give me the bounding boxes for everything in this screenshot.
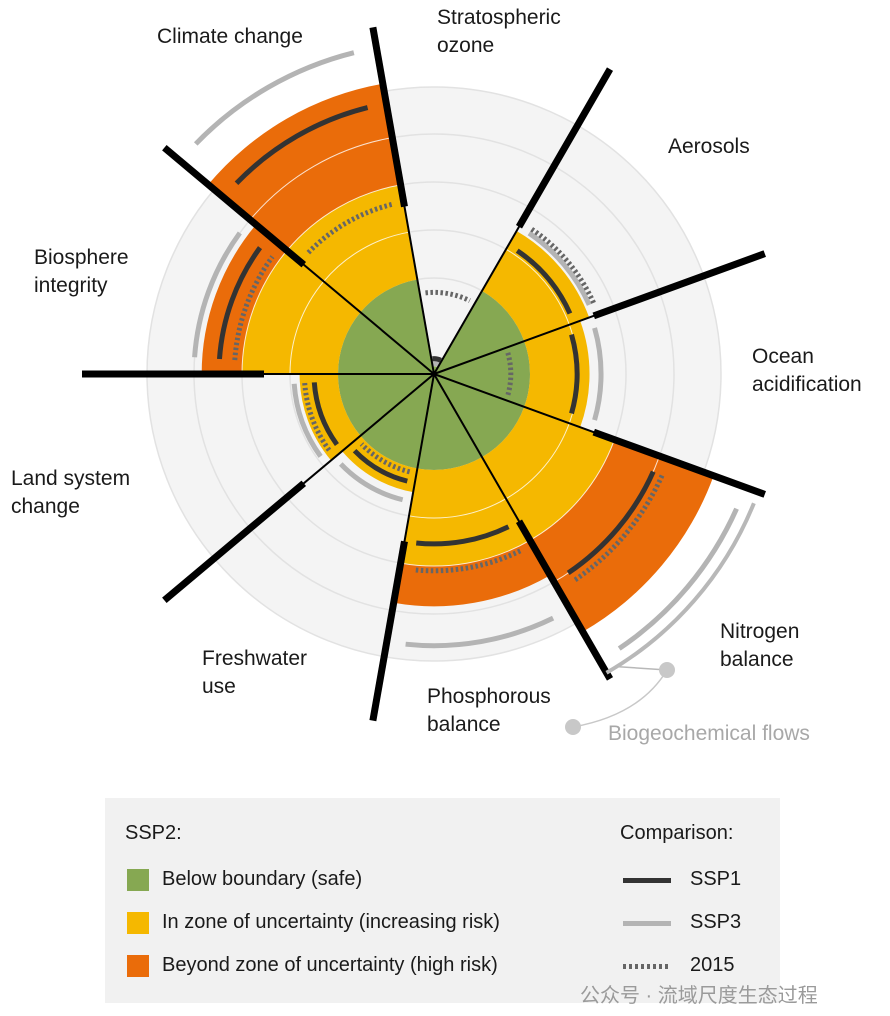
- wedge-safe-ocean-acidification: [434, 341, 531, 407]
- wedge-safe-freshwater-use: [360, 374, 434, 469]
- legend-line-2015: [623, 964, 671, 969]
- wedge-gridline: [323, 231, 410, 282]
- sector-divider: [369, 26, 408, 208]
- legend-line-ssp3: [623, 921, 671, 926]
- label-land-system-change: Land system change: [11, 467, 131, 518]
- wedge-gridline: [505, 423, 570, 500]
- ssp1-arc-climate-change: [234, 105, 369, 186]
- sector-divider-inner: [280, 373, 435, 504]
- sector-divider: [592, 250, 766, 320]
- legend-title: SSP2:: [125, 822, 182, 844]
- y2015-arc-stratospheric-ozone: [425, 289, 471, 303]
- ssp3-arc-freshwater-use: [338, 462, 404, 503]
- legend-item-high: Beyond zone of uncertainty (high risk): [162, 954, 498, 976]
- watermark: 公众号 · 流域尺度生态过程: [580, 985, 818, 1007]
- ssp1-arc-ocean-acidification: [569, 333, 580, 415]
- wedge-uncertain-aerosols: [482, 231, 590, 342]
- ssp3-arc-stratospheric-ozone: [432, 360, 440, 367]
- legend-ssp3: SSP3: [690, 911, 742, 933]
- legend-swatch-safe: [127, 869, 149, 891]
- legend-line-ssp1: [623, 878, 671, 883]
- comparison-title: Comparison:: [620, 822, 734, 844]
- label-freshwater-use: Freshwater use: [202, 647, 308, 698]
- label-phosphorous-balance: Phosphorous balance: [427, 685, 551, 736]
- wedge-safe-biosphere-integrity: [338, 312, 434, 374]
- y2015-arc-land-system-change: [302, 382, 332, 452]
- ssp3-arc-nitrogen-balance: [617, 507, 739, 651]
- wedge-gridline: [289, 281, 325, 375]
- wedge-safe-phosphorous-balance: [417, 374, 482, 470]
- ssp3-arc-climate-change: [193, 50, 355, 146]
- ssp3-arc-biosphere-integrity: [192, 231, 242, 358]
- sector-divider-inner: [433, 304, 623, 375]
- wedge-safe-aerosols: [434, 290, 525, 374]
- legend: SSP2: Below boundary (safe) In zone of u…: [105, 798, 780, 1003]
- ssp3-arc-aerosols: [527, 231, 592, 306]
- sector-divider: [515, 519, 614, 681]
- sector-divider: [369, 540, 408, 722]
- wedge-uncertain-biosphere-integrity: [242, 250, 361, 374]
- ssp1-arc-aerosols: [515, 248, 573, 315]
- bracket-connector: [616, 665, 668, 671]
- wedge-gridline: [505, 248, 570, 325]
- legend-swatch-uncertain: [127, 912, 149, 934]
- sector-divider-inner: [398, 373, 435, 572]
- ssp1-arc-freshwater-use: [352, 448, 408, 484]
- y2015-arc-freshwater-use: [359, 442, 411, 475]
- wedge-high-nitrogen-balance: [530, 439, 714, 632]
- y2015-arc-phosphorous-balance: [413, 548, 522, 574]
- ssp3-arc-ocean-acidification: [592, 327, 604, 421]
- sector-divider: [592, 428, 766, 498]
- ssp1-arc-biosphere-integrity: [216, 246, 263, 360]
- label-ocean-acidification: Ocean acidification: [752, 345, 862, 396]
- ssp1-arc-nitrogen-balance: [566, 470, 656, 576]
- wedge-gridline: [408, 498, 507, 519]
- biogeochemical-bracket: [605, 502, 756, 675]
- leader-dot: [565, 719, 581, 735]
- polar-chart: [82, 26, 766, 735]
- ssp3-arc-phosphorous-balance: [405, 615, 555, 649]
- legend-2015: 2015: [690, 954, 735, 976]
- y2015-arc-ocean-acidification: [505, 352, 514, 396]
- label-climate-change: Climate change: [157, 25, 303, 48]
- wedge-gridline: [400, 539, 531, 567]
- wedge-safe-climate-change: [360, 279, 434, 374]
- wedge-gridline: [241, 250, 288, 375]
- sector-divider: [162, 145, 307, 268]
- wedge-uncertain-nitrogen-balance: [482, 406, 615, 541]
- sector-divider: [162, 480, 307, 603]
- label-biosphere-integrity: Biosphere integrity: [34, 246, 129, 297]
- sector-divider-inner: [398, 176, 435, 375]
- wedge-safe-nitrogen-balance: [434, 374, 525, 458]
- ssp1-arc-land-system-change: [311, 382, 339, 447]
- legend-item-uncertain: In zone of uncertainty (increasing risk): [162, 911, 500, 933]
- legend-item-safe: Below boundary (safe): [162, 868, 363, 890]
- bracket-leader: [572, 669, 668, 728]
- sector-divider-inner: [280, 244, 435, 375]
- sector-divider-inner: [433, 373, 535, 548]
- wedge-gridline: [249, 137, 393, 221]
- wedge-gridline: [529, 439, 615, 541]
- y2015-arc-biosphere-integrity: [232, 255, 275, 361]
- legend-swatch-high: [127, 955, 149, 977]
- wedge-high-climate-change: [208, 83, 401, 251]
- label-nitrogen-balance: Nitrogen balance: [720, 620, 800, 671]
- label-biogeochemical-flows: Biogeochemical flows: [608, 722, 810, 745]
- sector-divider: [515, 67, 614, 229]
- ssp1-arc-stratospheric-ozone: [432, 356, 442, 363]
- label-stratospheric-ozone: Stratospheric ozone: [437, 6, 561, 57]
- label-aerosols: Aerosols: [668, 135, 750, 158]
- sector-divider-inner: [433, 373, 623, 444]
- ssp3-arc-land-system-change: [291, 383, 323, 458]
- wedge-gridline: [286, 184, 401, 251]
- wedge-safe-land-system-change: [338, 374, 434, 436]
- ssp1-arc-phosphorous-balance: [415, 524, 510, 547]
- sector-divider-inner: [433, 200, 535, 375]
- wedge-uncertain-climate-change: [286, 184, 418, 313]
- legend-ssp1: SSP1: [690, 868, 742, 890]
